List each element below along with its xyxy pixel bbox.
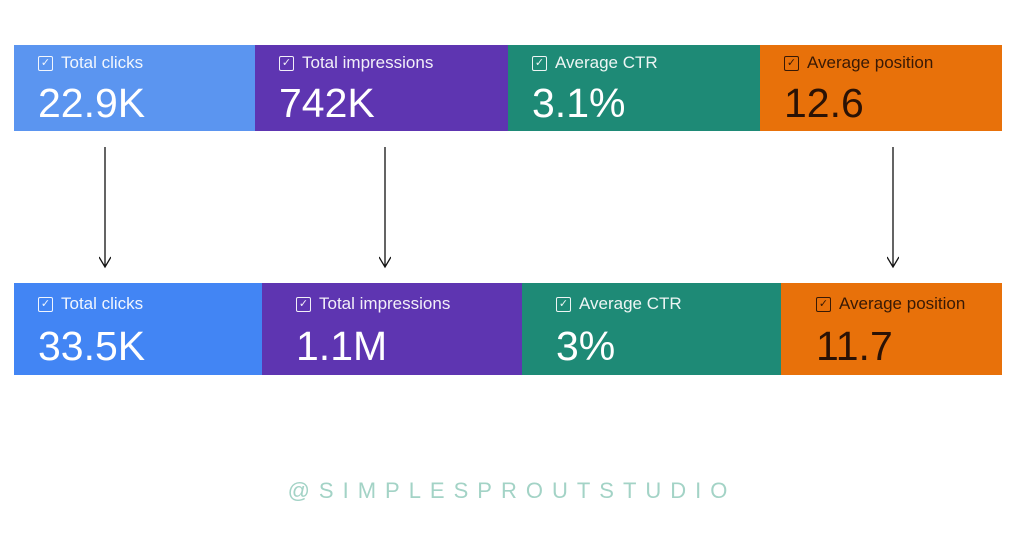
checkbox-icon[interactable]: ✓ — [784, 55, 799, 71]
checkbox-icon[interactable]: ✓ — [296, 296, 311, 312]
metric-value: 3.1% — [532, 80, 626, 126]
metric-average-ctr[interactable]: ✓ Average CTR 3% — [522, 283, 781, 375]
metric-label: Total clicks — [61, 53, 144, 72]
metric-value: 11.7 — [816, 323, 893, 369]
checkbox-icon[interactable]: ✓ — [556, 296, 571, 312]
metric-value: 22.9K — [38, 80, 146, 126]
checkbox-icon[interactable]: ✓ — [38, 55, 53, 71]
metric-average-position[interactable]: ✓ Average position 12.6 — [760, 45, 1002, 131]
watermark: @SIMPLESPROUTSTUDIO — [287, 478, 737, 503]
metric-value: 3% — [556, 323, 616, 369]
metric-average-position[interactable]: ✓ Average position 11.7 — [781, 283, 1002, 375]
metric-value: 742K — [279, 80, 375, 126]
checkbox-icon[interactable]: ✓ — [279, 55, 294, 71]
metrics-after: ✓ Total clicks 33.5K ✓ Total impressions 1… — [14, 283, 1002, 375]
metric-total-clicks[interactable]: ✓ Total clicks 33.5K — [14, 283, 262, 375]
metrics-before: ✓ Total clicks 22.9K ✓ Total impressions 7… — [14, 45, 1002, 131]
metric-label: Total impressions — [302, 53, 434, 72]
arrow-down-icon — [379, 147, 391, 269]
metric-label: Average CTR — [579, 294, 682, 313]
arrow-down-icon — [887, 147, 899, 269]
metric-value: 33.5K — [38, 323, 146, 369]
metric-label: Average CTR — [555, 53, 658, 72]
metric-average-ctr[interactable]: ✓ Average CTR 3.1% — [508, 45, 760, 131]
metric-label: Average position — [807, 53, 934, 72]
checkbox-icon[interactable]: ✓ — [816, 296, 831, 312]
metric-total-impressions[interactable]: ✓ Total impressions 742K — [255, 45, 508, 131]
metric-label: Total clicks — [61, 294, 144, 313]
metric-value: 1.1M — [296, 323, 388, 369]
metric-label: Average position — [839, 294, 966, 313]
arrow-down-icon — [99, 147, 111, 269]
metric-label: Total impressions — [319, 294, 451, 313]
metric-total-impressions[interactable]: ✓ Total impressions 1.1M — [262, 283, 522, 375]
checkbox-icon[interactable]: ✓ — [532, 55, 547, 71]
metric-total-clicks[interactable]: ✓ Total clicks 22.9K — [14, 45, 255, 131]
metric-value: 12.6 — [784, 80, 864, 126]
checkbox-icon[interactable]: ✓ — [38, 296, 53, 312]
